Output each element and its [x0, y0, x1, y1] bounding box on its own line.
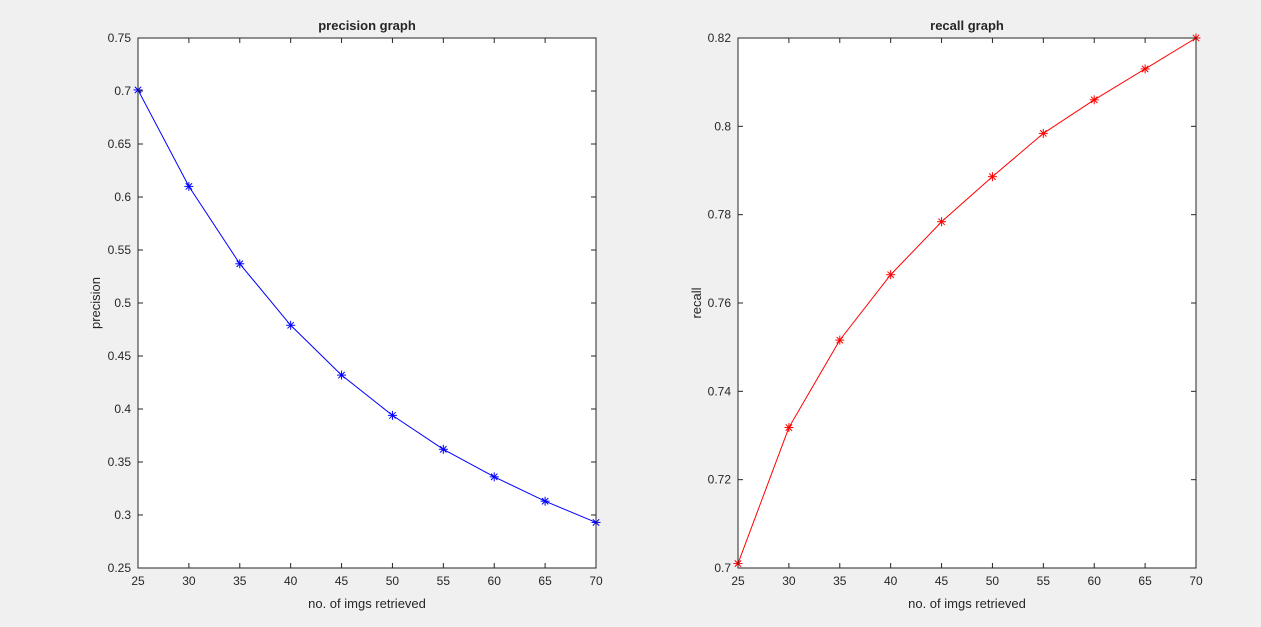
precision-ytick-label: 0.55: [108, 243, 132, 257]
precision-xtick-label: 60: [488, 574, 502, 588]
recall-xtick-label: 40: [884, 574, 898, 588]
recall-data-point: [937, 217, 947, 227]
precision-data-point: [540, 496, 550, 506]
recall-xtick-label: 65: [1138, 574, 1152, 588]
recall-chart-xlabel: no. of imgs retrieved: [908, 596, 1026, 611]
recall-xtick-label: 60: [1088, 574, 1102, 588]
precision-ytick-label: 0.7: [114, 84, 131, 98]
precision-xtick-label: 25: [131, 574, 145, 588]
recall-axes-box: [737, 37, 1197, 569]
precision-data-point: [387, 410, 397, 420]
precision-chart-title: precision graph: [318, 18, 416, 33]
precision-data-point: [337, 370, 347, 380]
precision-xtick-label: 50: [386, 574, 400, 588]
precision-chart-ylabel: precision: [88, 277, 103, 329]
precision-data-point: [286, 320, 296, 330]
recall-data-point: [1038, 128, 1048, 138]
recall-xtick-label: 35: [833, 574, 847, 588]
recall-data-point: [987, 172, 997, 182]
precision-data-point: [438, 444, 448, 454]
precision-data-point: [489, 472, 499, 482]
recall-xtick-label: 25: [731, 574, 745, 588]
recall-chart: recall graph no. of imgs retrieved recal…: [689, 18, 1203, 611]
precision-axes-box: [137, 37, 597, 569]
recall-xtick-label: 55: [1037, 574, 1051, 588]
precision-series-line: [137, 89, 597, 523]
recall-chart-ylabel: recall: [689, 287, 704, 318]
precision-xtick-label: 45: [335, 574, 349, 588]
precision-plot-area: [138, 38, 596, 568]
precision-ytick-label: 0.25: [108, 561, 132, 575]
precision-ytick-label: 0.35: [108, 455, 132, 469]
precision-chart-xlabel: no. of imgs retrieved: [308, 596, 426, 611]
recall-ytick-label: 0.78: [708, 208, 732, 222]
precision-xtick-label: 30: [182, 574, 196, 588]
precision-ytick-label: 0.75: [108, 31, 132, 45]
precision-ytick-label: 0.65: [108, 137, 132, 151]
recall-series-line: [737, 37, 1197, 564]
recall-chart-title: recall graph: [930, 18, 1004, 33]
recall-xtick-label: 70: [1189, 574, 1203, 588]
recall-data-point: [1089, 95, 1099, 105]
recall-ytick-label: 0.7: [714, 561, 731, 575]
recall-data-point: [835, 335, 845, 345]
recall-ytick-label: 0.74: [708, 384, 732, 398]
recall-xtick-label: 45: [935, 574, 949, 588]
precision-data-point: [184, 181, 194, 191]
precision-xtick-label: 55: [437, 574, 451, 588]
recall-plot-area: [738, 38, 1196, 568]
precision-ytick-label: 0.6: [114, 190, 131, 204]
recall-ytick-label: 0.8: [714, 119, 731, 133]
precision-ytick-label: 0.4: [114, 402, 131, 416]
precision-xtick-label: 35: [233, 574, 247, 588]
precision-ytick-label: 0.45: [108, 349, 132, 363]
recall-ytick-label: 0.76: [708, 296, 732, 310]
precision-xtick-label: 65: [538, 574, 552, 588]
precision-data-point: [235, 259, 245, 269]
precision-chart: precision graph no. of imgs retrieved pr…: [88, 18, 603, 611]
recall-data-point: [886, 270, 896, 280]
precision-xtick-label: 70: [589, 574, 603, 588]
precision-xtick-label: 40: [284, 574, 298, 588]
recall-ytick-label: 0.82: [708, 31, 732, 45]
precision-ytick-label: 0.3: [114, 508, 131, 522]
recall-xtick-label: 30: [782, 574, 796, 588]
recall-data-point: [1140, 64, 1150, 74]
recall-data-point: [784, 423, 794, 433]
precision-ytick-label: 0.5: [114, 296, 131, 310]
recall-ytick-label: 0.72: [708, 473, 732, 487]
recall-xtick-label: 50: [986, 574, 1000, 588]
